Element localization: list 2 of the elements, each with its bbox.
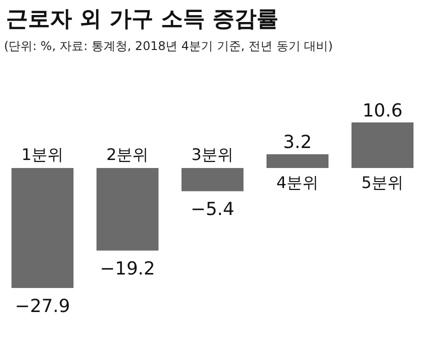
subtitle: (단위: %, 자료: 통계청, 2018년 4분기 기준, 전년 동기 대비) bbox=[4, 39, 333, 53]
title: 근로자 외 가구 소득 증감률 bbox=[6, 7, 279, 32]
